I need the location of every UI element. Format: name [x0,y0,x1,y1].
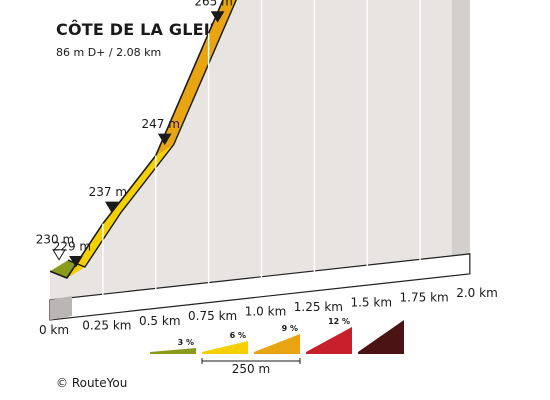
profile-subtitle: 86 m D+ / 2.08 km [56,46,162,59]
distance-tick-label: 1.25 km [294,300,343,314]
distance-tick-label: 0 km [39,323,69,337]
legend-swatch [254,334,300,354]
elevation-marker [157,133,172,146]
profile-front-edge [49,0,224,279]
profile-end-cap [451,0,470,265]
ground-slab-side [50,296,72,320]
legend-swatch [150,348,196,354]
distance-tick-label: 0.25 km [82,318,131,332]
profile-title: CÔTE DE LA GLEIZE [56,20,233,39]
copyright-credit: © RouteYou [56,376,128,390]
legend-label: 6 % [230,331,246,340]
distance-tick-label: 1.75 km [400,291,449,305]
distance-tick-label: 2.0 km [456,286,498,300]
distance-tick-label: 1.0 km [245,305,287,319]
elevation-label: 229 m [53,240,91,254]
distance-tick-label: 0.5 km [139,314,181,328]
elevation-marker [210,11,225,23]
elevation-marker [69,256,83,268]
legend-swatch [202,341,248,354]
elevation-marker [104,201,119,214]
legend-label: 9 % [282,324,298,333]
distance-tick-label: 1.5 km [350,295,392,309]
elevation-label: 265 m [194,0,232,9]
legend-label: 12 % [328,317,350,326]
distance-tick-label: 0.75 km [188,309,237,323]
legend-label: 3 % [178,338,194,347]
elevation-label: 230 m [36,233,74,247]
elevation-label: 237 m [89,185,127,199]
profile-face [50,0,470,300]
legend-swatch [306,327,352,354]
elevation-marker [52,249,66,261]
gradient-segment-3 [155,0,237,156]
legend-swatch [358,320,404,354]
scale-bar-label: 250 m [232,362,270,376]
elevation-label: 247 m [142,117,180,131]
